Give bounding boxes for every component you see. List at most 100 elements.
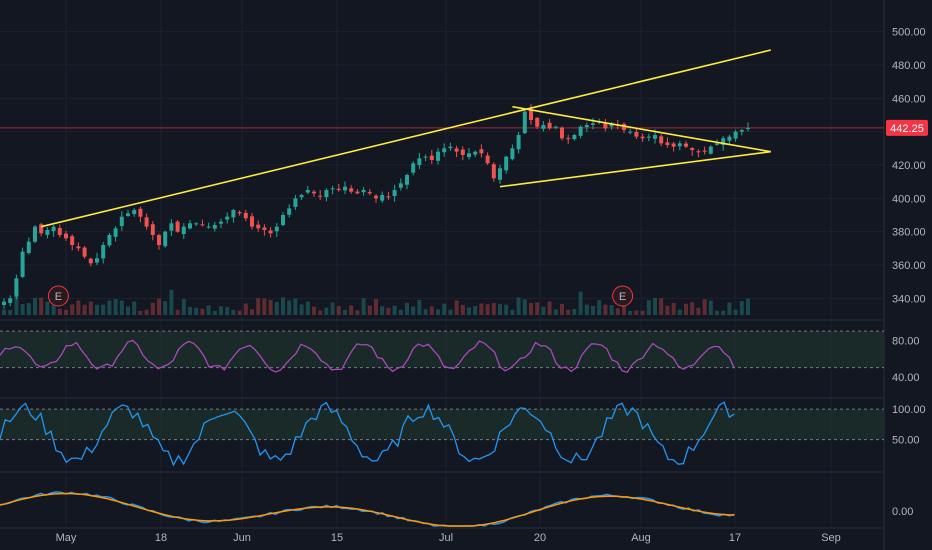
candle-body[interactable] bbox=[262, 227, 267, 230]
candle-body[interactable] bbox=[628, 131, 633, 133]
candle-body[interactable] bbox=[225, 216, 230, 220]
trendline[interactable] bbox=[41, 49, 771, 228]
rsi-pane[interactable] bbox=[0, 330, 884, 373]
candle-body[interactable] bbox=[374, 195, 378, 199]
candle-body[interactable] bbox=[107, 235, 112, 246]
candle-body[interactable] bbox=[206, 226, 211, 228]
candle-body[interactable] bbox=[305, 190, 310, 193]
candle-body[interactable] bbox=[702, 150, 707, 152]
candle-body[interactable] bbox=[181, 226, 186, 235]
candle-body[interactable] bbox=[510, 148, 515, 160]
candle-body[interactable] bbox=[516, 135, 521, 150]
candle-body[interactable] bbox=[281, 215, 285, 226]
candle-body[interactable] bbox=[14, 278, 19, 297]
candle-body[interactable] bbox=[175, 221, 180, 232]
candle-body[interactable] bbox=[603, 122, 608, 129]
candle-body[interactable] bbox=[132, 210, 137, 215]
macd-pane[interactable] bbox=[0, 491, 735, 527]
candle-body[interactable] bbox=[20, 251, 25, 277]
candle-body[interactable] bbox=[721, 138, 726, 145]
candle-body[interactable] bbox=[504, 156, 509, 171]
candle-body[interactable] bbox=[479, 149, 484, 154]
candle-body[interactable] bbox=[318, 195, 323, 197]
candle-body[interactable] bbox=[671, 143, 676, 147]
candle-body[interactable] bbox=[696, 151, 701, 153]
candle-body[interactable] bbox=[677, 143, 682, 147]
candle-body[interactable] bbox=[405, 175, 409, 185]
candle-body[interactable] bbox=[609, 123, 614, 127]
candle-body[interactable] bbox=[529, 109, 533, 120]
candle-body[interactable] bbox=[64, 233, 68, 239]
candle-body[interactable] bbox=[746, 127, 750, 130]
candle-body[interactable] bbox=[584, 125, 589, 128]
candle-body[interactable] bbox=[45, 230, 50, 235]
stoch-rsi-pane[interactable] bbox=[0, 401, 884, 467]
indicator-line[interactable] bbox=[0, 339, 735, 373]
candle-body[interactable] bbox=[330, 188, 335, 190]
candle-body[interactable] bbox=[336, 188, 341, 190]
candle-body[interactable] bbox=[733, 131, 738, 139]
candle-body[interactable] bbox=[293, 198, 298, 207]
candle-body[interactable] bbox=[256, 224, 261, 229]
candle-body[interactable] bbox=[485, 155, 490, 164]
candle-body[interactable] bbox=[727, 136, 732, 141]
candle-body[interactable] bbox=[144, 217, 149, 227]
candle-body[interactable] bbox=[622, 123, 626, 130]
earnings-marker[interactable] bbox=[47, 285, 69, 307]
candle-body[interactable] bbox=[287, 208, 292, 215]
candle-body[interactable] bbox=[231, 210, 236, 218]
candle-body[interactable] bbox=[684, 143, 688, 147]
candle-body[interactable] bbox=[361, 190, 366, 193]
candle-body[interactable] bbox=[665, 142, 670, 145]
candle-body[interactable] bbox=[380, 195, 385, 201]
candle-body[interactable] bbox=[95, 258, 99, 263]
candle-body[interactable] bbox=[411, 163, 416, 173]
candle-body[interactable] bbox=[566, 138, 571, 140]
indicator-line[interactable] bbox=[0, 401, 735, 467]
candle-body[interactable] bbox=[634, 131, 639, 137]
candle-body[interactable] bbox=[33, 226, 37, 242]
candle-body[interactable] bbox=[442, 148, 447, 153]
candle-body[interactable] bbox=[355, 191, 360, 194]
candle-body[interactable] bbox=[343, 186, 347, 191]
candle-body[interactable] bbox=[560, 127, 564, 139]
candle-body[interactable] bbox=[299, 195, 304, 198]
candle-body[interactable] bbox=[473, 151, 478, 155]
candle-body[interactable] bbox=[312, 191, 316, 194]
candle-body[interactable] bbox=[82, 247, 87, 257]
candle-body[interactable] bbox=[429, 155, 434, 160]
candle-body[interactable] bbox=[653, 135, 657, 139]
candle-body[interactable] bbox=[448, 146, 453, 149]
candle-body[interactable] bbox=[88, 258, 93, 264]
candle-body[interactable] bbox=[324, 190, 329, 198]
candle-body[interactable] bbox=[572, 135, 577, 140]
candle-body[interactable] bbox=[268, 230, 273, 234]
candle-body[interactable] bbox=[76, 246, 81, 249]
candle-body[interactable] bbox=[169, 223, 174, 231]
candle-body[interactable] bbox=[126, 213, 130, 216]
candle-body[interactable] bbox=[138, 208, 143, 217]
candle-body[interactable] bbox=[101, 245, 106, 259]
candle-body[interactable] bbox=[708, 146, 713, 154]
candle-body[interactable] bbox=[578, 126, 583, 136]
candle-body[interactable] bbox=[39, 224, 44, 234]
candle-body[interactable] bbox=[113, 228, 118, 237]
candle-body[interactable] bbox=[417, 158, 422, 166]
candle-body[interactable] bbox=[274, 226, 279, 232]
candle-body[interactable] bbox=[243, 212, 248, 219]
candle-body[interactable] bbox=[591, 123, 595, 125]
candle-body[interactable] bbox=[690, 147, 695, 150]
candle-body[interactable] bbox=[454, 148, 459, 152]
candle-body[interactable] bbox=[460, 149, 465, 155]
candle-body[interactable] bbox=[194, 223, 199, 225]
candle-body[interactable] bbox=[119, 216, 124, 226]
candle-body[interactable] bbox=[640, 136, 645, 139]
candle-body[interactable] bbox=[398, 183, 403, 188]
earnings-marker[interactable] bbox=[612, 285, 634, 307]
candle-body[interactable] bbox=[491, 164, 496, 179]
candle-body[interactable] bbox=[553, 126, 558, 128]
candle-body[interactable] bbox=[2, 301, 6, 305]
candle-body[interactable] bbox=[367, 191, 372, 194]
candle-body[interactable] bbox=[212, 225, 217, 229]
trendlines[interactable] bbox=[41, 49, 771, 228]
